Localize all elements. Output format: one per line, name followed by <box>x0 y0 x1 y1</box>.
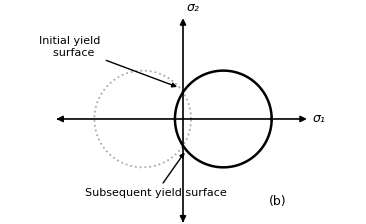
Text: Initial yield
  surface: Initial yield surface <box>40 36 176 87</box>
Text: σ₂: σ₂ <box>186 1 199 14</box>
Text: (b): (b) <box>269 195 286 208</box>
Text: Subsequent yield surface: Subsequent yield surface <box>85 154 227 198</box>
Text: σ₁: σ₁ <box>313 112 326 125</box>
